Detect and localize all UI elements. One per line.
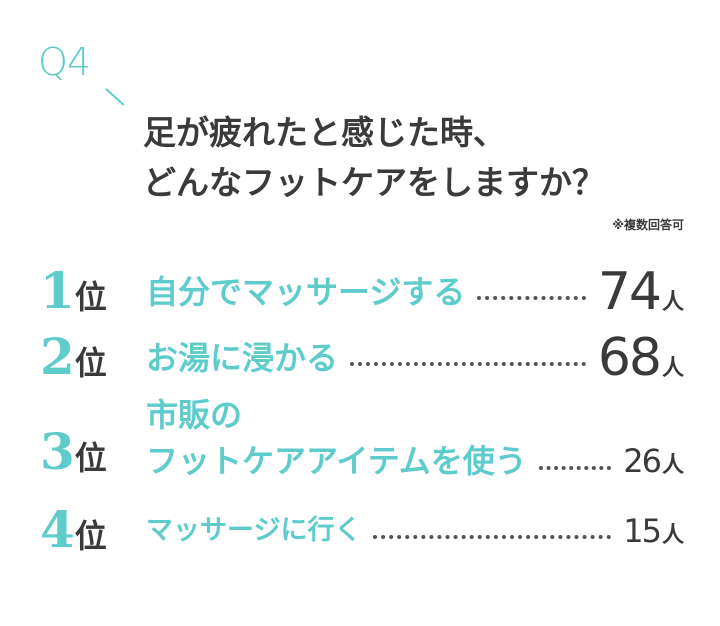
ranking-count: 26 人: [623, 442, 684, 480]
rank-badge: 3 位: [40, 427, 140, 479]
ranking-row-2: 2 位 お湯に浸かる 68 人: [40, 328, 684, 388]
label-line: 市販の: [146, 396, 243, 434]
rank-number: 2: [40, 327, 75, 386]
rank-number: 4: [40, 500, 75, 559]
label-line: お湯に浸かる: [146, 339, 339, 377]
ranking-count: 68 人: [598, 328, 684, 388]
ranking-label: お湯に浸かる: [146, 335, 338, 381]
ranking-label: マッサージに行く: [146, 508, 361, 554]
rank-suffix: 位: [74, 517, 107, 555]
ranking-count: 74 人: [598, 262, 684, 322]
count-number: 15: [623, 512, 662, 550]
rank-suffix: 位: [74, 439, 107, 477]
question-number: Q4: [38, 40, 91, 84]
dot-leader: [477, 296, 586, 300]
rank-number: 3: [40, 422, 75, 481]
rank-badge: 4 位: [40, 505, 140, 557]
title-line: 足が疲れたと感じた時、: [143, 113, 506, 152]
count-number: 74: [597, 262, 662, 322]
count-number: 68: [597, 328, 662, 388]
ranking-label: 市販の フットケアアイテムを使う: [146, 392, 527, 484]
count-unit: 人: [661, 290, 684, 315]
question-title: 足が疲れたと感じた時、 どんなフットケアをしますか？: [143, 108, 605, 208]
decorative-slash: [105, 88, 125, 106]
ranking-row-3: 3 位 市販の フットケアアイテムを使う 26 人: [40, 392, 684, 484]
dot-leader: [373, 535, 612, 539]
rank-badge: 2 位: [40, 332, 140, 384]
dot-leader: [350, 362, 586, 366]
multiple-answers-note: ※複数回答可: [612, 218, 684, 232]
count-unit: 人: [661, 356, 684, 381]
count-unit: 人: [661, 453, 684, 478]
ranking-label: 自分でマッサージする: [146, 269, 465, 315]
rank-suffix: 位: [74, 278, 107, 316]
rank-suffix: 位: [74, 344, 107, 382]
rank-badge: 1 位: [40, 266, 140, 318]
dot-leader: [538, 466, 612, 470]
rank-number: 1: [40, 261, 75, 320]
count-number: 26: [623, 442, 662, 480]
title-line: どんなフットケアをしますか？: [143, 163, 605, 202]
ranking-count: 15 人: [623, 512, 684, 550]
ranking-row-4: 4 位 マッサージに行く 15 人: [40, 505, 684, 557]
count-unit: 人: [661, 523, 684, 548]
ranking-row-1: 1 位 自分でマッサージする 74 人: [40, 262, 684, 322]
label-line: フットケアアイテムを使う: [146, 442, 527, 480]
label-line: 自分でマッサージする: [146, 273, 466, 311]
label-line: マッサージに行く: [146, 515, 362, 546]
